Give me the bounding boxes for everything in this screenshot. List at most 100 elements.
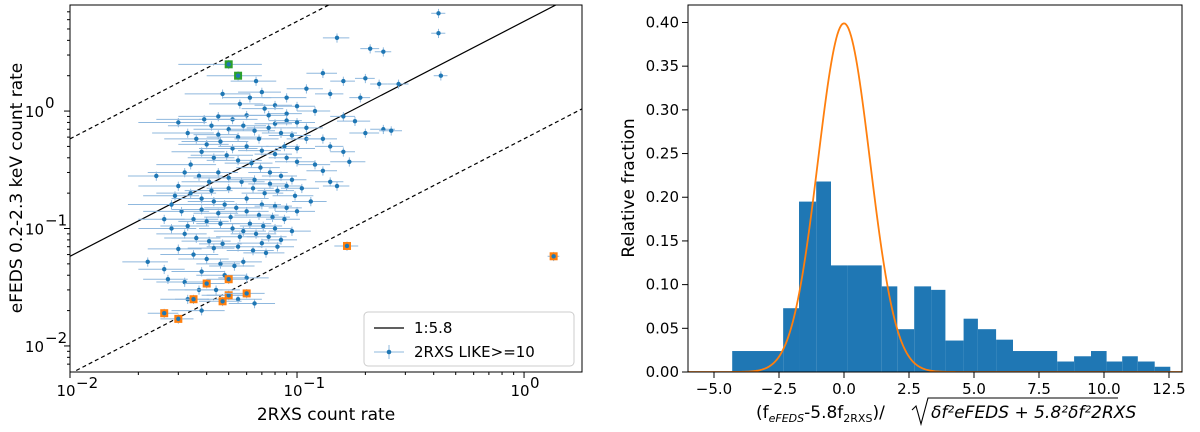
point-marker: [284, 111, 289, 116]
point-marker: [226, 62, 231, 67]
data-point: [224, 289, 265, 299]
point-marker: [222, 202, 227, 207]
histogram-bar: [914, 286, 932, 372]
y-tick-label: 0.00: [646, 363, 679, 381]
right-y-axis-label: Relative fraction: [619, 118, 639, 257]
point-marker: [259, 240, 265, 246]
point-marker: [299, 186, 305, 191]
data-point: [174, 294, 210, 305]
data-point: [254, 224, 292, 234]
data-point: [306, 134, 338, 144]
point-marker: [272, 203, 278, 209]
y-tick-label: 10: [25, 103, 44, 121]
point-marker: [247, 221, 253, 226]
xlabel-sub-2rxs: 2RXS: [843, 412, 872, 425]
data-point: [198, 224, 258, 234]
left-axis-ticks: 10 −2 10 −1 10 010 −210 −110 0: [25, 11, 540, 400]
legend-line-label: 1:5.8: [414, 319, 452, 337]
data-point: [387, 79, 409, 89]
data-point: [143, 274, 188, 285]
x-tick-label: 5.0: [962, 380, 986, 398]
data-point: [268, 203, 302, 213]
data-point: [178, 112, 247, 122]
point-marker: [344, 243, 350, 249]
x-tick-label: 10: [283, 382, 302, 400]
data-point: [160, 221, 210, 231]
data-point: [178, 254, 229, 264]
point-marker: [347, 159, 352, 164]
point-marker: [216, 132, 221, 137]
point-marker: [272, 151, 278, 157]
right-histogram-plot: −5.0 −2.5 0.0 2.5 5.0 7.5 10.0 12.5 0.00 0.05 0.10…: [619, 4, 1186, 427]
point-marker: [253, 78, 259, 84]
point-marker: [244, 144, 249, 149]
data-point: [204, 203, 261, 213]
y-tick-label: 0.05: [646, 319, 679, 337]
data-point: [209, 99, 264, 109]
data-point: [218, 194, 269, 204]
histogram-bar: [816, 181, 831, 372]
data-point: [213, 121, 266, 131]
point-marker: [182, 170, 187, 175]
data-point: [187, 243, 235, 253]
point-marker: [239, 179, 244, 184]
point-marker: [294, 209, 300, 214]
data-point: [238, 87, 281, 97]
y-tick-label: 10: [25, 338, 44, 356]
data-point: [220, 257, 262, 267]
point-marker: [278, 237, 284, 243]
point-marker: [182, 231, 187, 237]
point-marker: [258, 165, 263, 170]
data-point: [156, 229, 207, 239]
left-x-axis-label: 2RXS count rate: [257, 405, 395, 425]
data-point: [265, 214, 300, 225]
point-marker: [284, 95, 289, 100]
data-point: [143, 206, 210, 217]
point-marker: [194, 136, 199, 142]
data-point: [265, 142, 300, 152]
point-marker: [253, 231, 259, 237]
point-marker: [304, 86, 309, 91]
point-marker: [256, 212, 262, 218]
point-marker: [176, 183, 181, 189]
point-marker: [244, 291, 249, 296]
point-marker: [363, 130, 368, 136]
point-marker: [294, 120, 300, 125]
point-marker: [396, 81, 401, 87]
point-marker: [196, 173, 202, 179]
data-point: [268, 181, 302, 191]
data-point: [218, 142, 269, 152]
data-point: [306, 166, 338, 176]
data-point: [261, 128, 298, 138]
data-point: [275, 175, 307, 185]
data-point: [228, 299, 276, 309]
point-marker: [284, 155, 289, 160]
data-point: [198, 144, 258, 154]
data-point: [349, 128, 380, 138]
xlabel-part-mid: -5.8f: [804, 403, 844, 423]
point-marker: [261, 223, 266, 229]
point-marker: [201, 117, 207, 122]
xlabel-part-close: )/: [872, 403, 885, 423]
point-marker: [266, 125, 271, 131]
point-marker: [259, 202, 265, 207]
svg-text:(feFEDS-5.8f2RXS)/: (feFEDS-5.8f2RXS)/: [756, 403, 885, 425]
histogram-bar: [945, 340, 964, 372]
data-point: [222, 93, 272, 103]
point-marker: [275, 188, 280, 193]
data-point: [354, 73, 375, 84]
data-point: [337, 116, 371, 126]
data-point: [216, 232, 259, 242]
point-marker: [334, 35, 340, 41]
point-marker: [235, 297, 241, 302]
point-marker: [206, 179, 212, 184]
data-point: [156, 160, 217, 170]
point-marker: [216, 114, 221, 119]
point-marker: [230, 226, 235, 231]
data-point: [431, 8, 446, 19]
point-marker: [199, 308, 204, 313]
point-marker: [188, 190, 193, 196]
point-marker: [272, 226, 278, 231]
data-point: [261, 171, 298, 181]
data-point: [206, 71, 262, 81]
